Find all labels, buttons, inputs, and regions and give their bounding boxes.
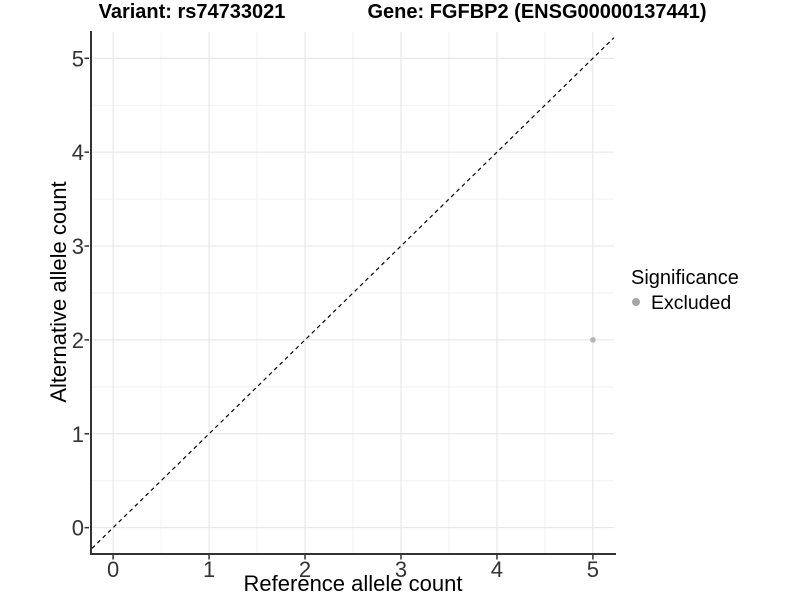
data-point	[590, 337, 596, 343]
y-tick-label: 0	[72, 516, 84, 541]
x-tick-label: 4	[491, 557, 503, 582]
x-tick-label: 0	[107, 557, 119, 582]
variant-title: Variant: rs74733021	[98, 1, 286, 23]
y-tick-label: 5	[72, 46, 84, 71]
legend-point-icon	[632, 298, 640, 306]
y-tick-label: 2	[72, 328, 84, 353]
identity-dashed-line	[91, 37, 615, 549]
y-tick-label: 1	[72, 422, 84, 447]
legend: Significance Excluded	[631, 268, 739, 314]
legend-entry: Excluded	[631, 292, 739, 314]
x-tick-label: 5	[587, 557, 599, 582]
y-tick-label: 4	[72, 140, 84, 165]
x-tick-label: 3	[395, 557, 407, 582]
gene-title: Gene: FGFBP2 (ENSG00000137441)	[367, 1, 707, 23]
legend-title: Significance	[631, 267, 739, 289]
y-tick-label: 3	[72, 234, 84, 259]
x-tick-label: 1	[203, 557, 215, 582]
legend-entry-label: Excluded	[651, 292, 732, 314]
x-tick-label: 2	[299, 557, 311, 582]
x-axis-title: Reference allele count	[243, 571, 463, 596]
y-axis-title: Alternative allele count	[46, 181, 71, 403]
